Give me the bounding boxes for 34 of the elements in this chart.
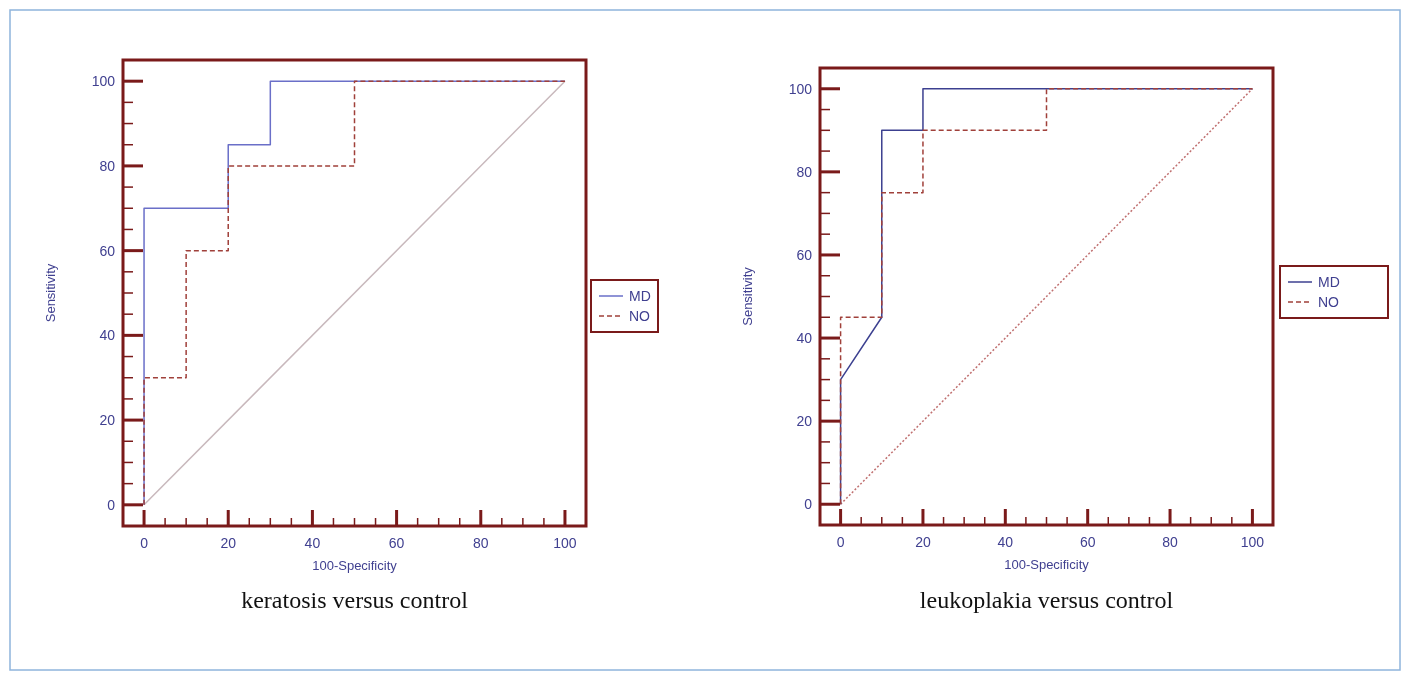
y-tick-label: 80 [796, 163, 813, 180]
y-tick-label: 20 [796, 413, 813, 430]
y-tick-label: 100 [91, 73, 116, 90]
x-tick-label: 40 [304, 535, 321, 551]
x-tick-label: 20 [915, 534, 931, 550]
y-tick-label: 20 [99, 411, 116, 428]
y-tick-label: 40 [99, 327, 116, 344]
x-tick-label: 60 [388, 535, 405, 551]
y-axis-title: Sensitivity [740, 266, 755, 326]
x-tick-label: 100 [553, 535, 577, 551]
y-tick-label: 80 [99, 157, 116, 174]
x-tick-label: 40 [997, 534, 1014, 550]
x-axis-title: 100-Specificity [1004, 557, 1090, 572]
legend-label: NO [1318, 293, 1340, 310]
y-tick-label: 60 [99, 242, 116, 259]
y-tick-label: 40 [796, 329, 813, 346]
y-tick-label: 60 [796, 246, 813, 263]
x-tick-label: 20 [220, 535, 237, 551]
legend-label: MD [1318, 273, 1340, 290]
legend-label: NO [629, 307, 651, 324]
text: leukoplakia versus control [919, 587, 1174, 613]
x-tick-label: 0 [140, 535, 149, 551]
y-tick-label: 100 [788, 80, 813, 97]
x-tick-label: 60 [1079, 534, 1096, 550]
x-tick-label: 0 [836, 534, 845, 550]
y-axis-title: Sensitivity [43, 263, 58, 323]
y-tick-label: 0 [107, 496, 116, 513]
x-tick-label: 100 [1240, 534, 1265, 550]
x-axis-title: 100-Specificity [312, 558, 398, 573]
x-tick-label: 80 [1162, 534, 1179, 550]
text: keratosis versus control [241, 587, 469, 613]
x-tick-label: 80 [472, 535, 489, 551]
y-tick-label: 0 [804, 496, 813, 513]
legend-label: MD [629, 287, 651, 304]
